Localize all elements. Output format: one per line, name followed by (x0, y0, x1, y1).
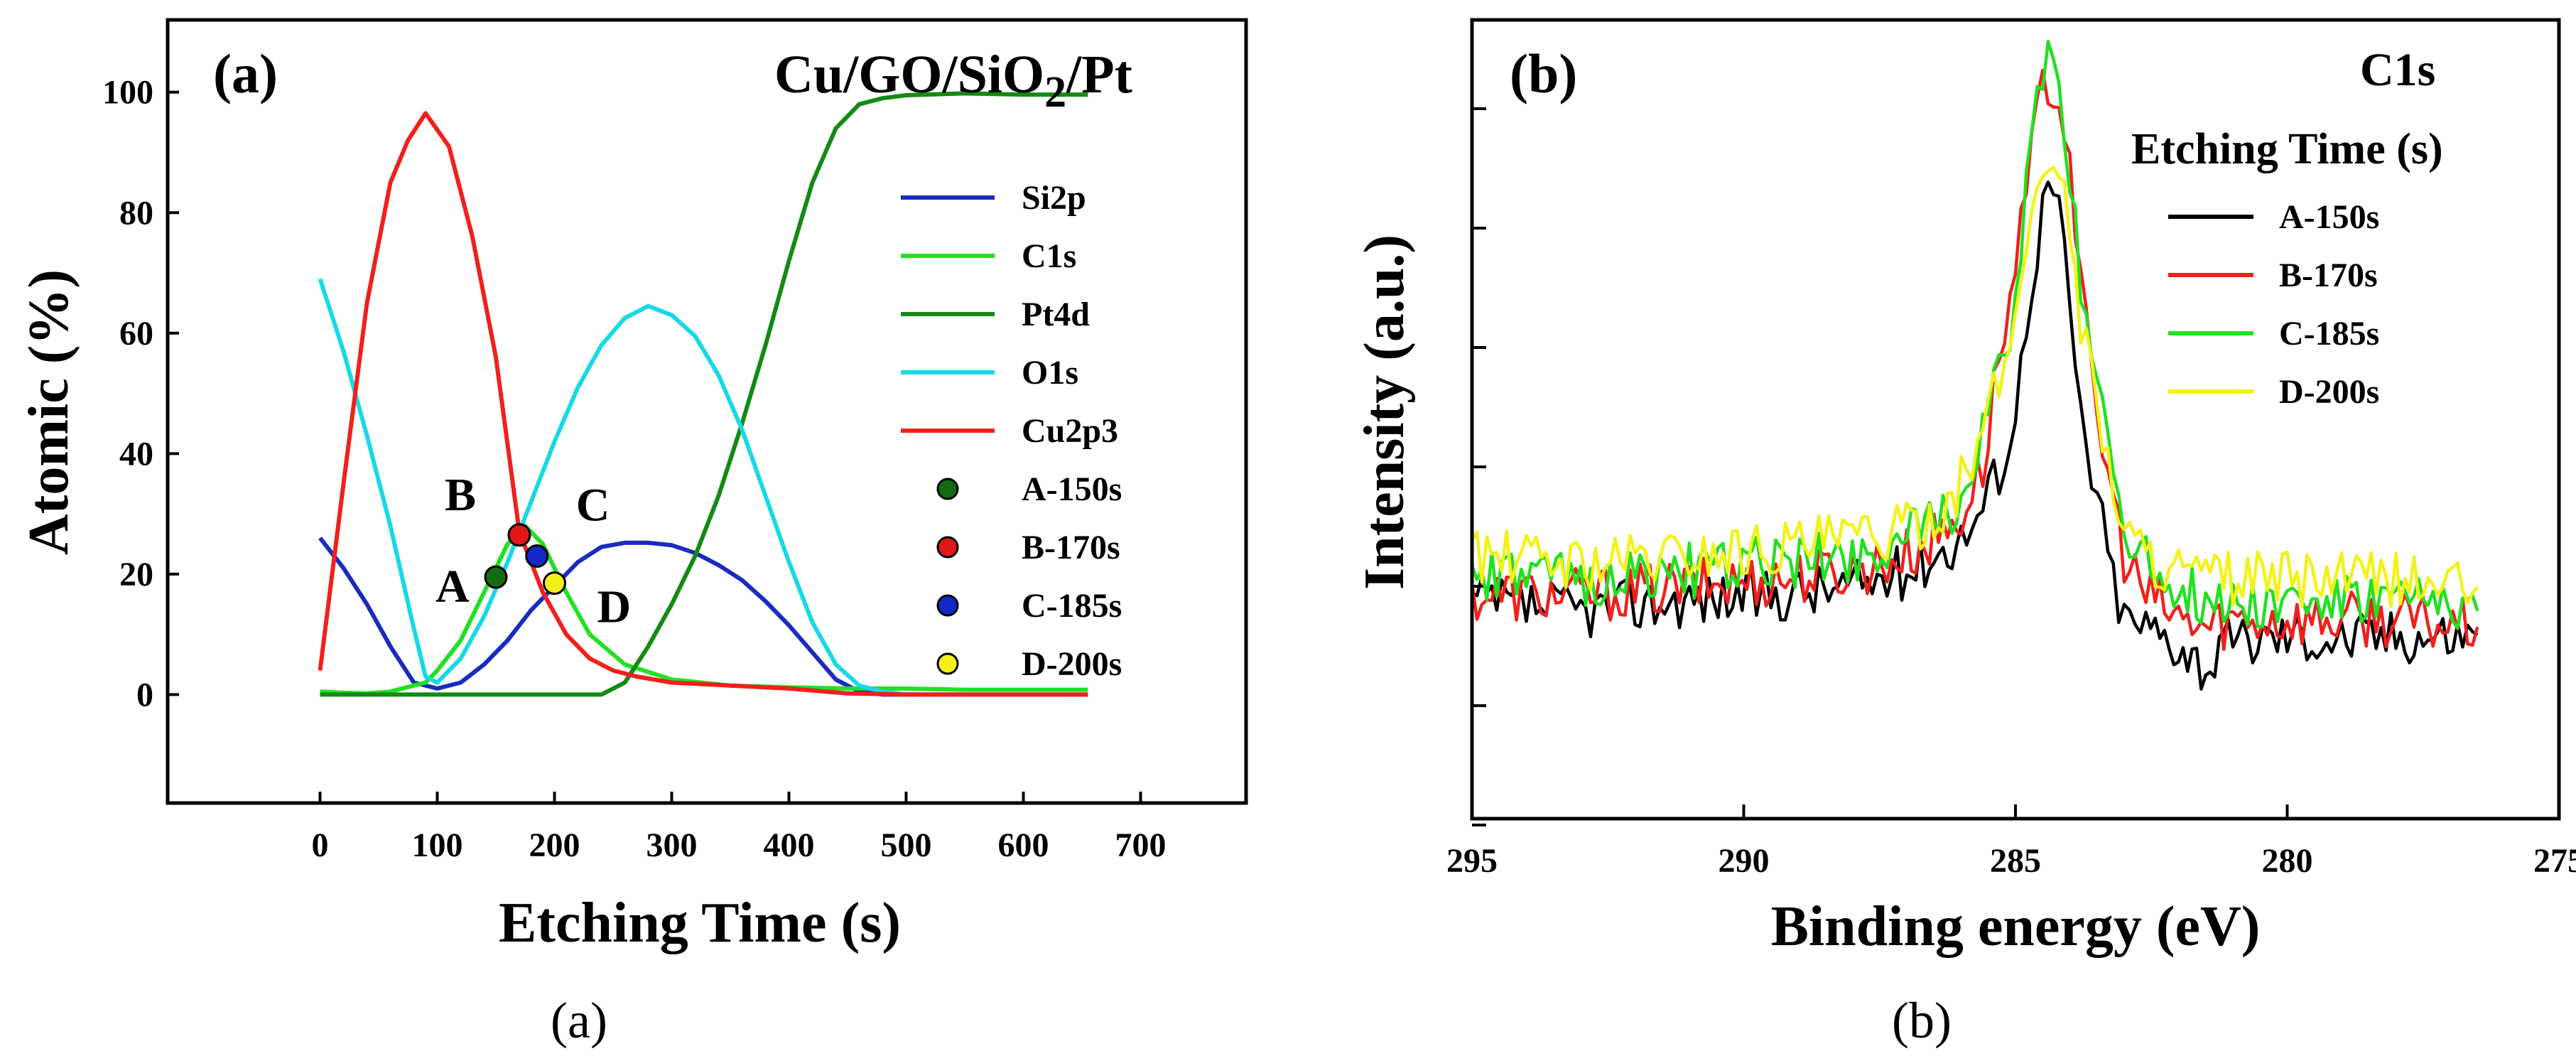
x-tick-label: 295 (1446, 842, 1498, 880)
caption-b: (b) (1892, 992, 1952, 1049)
legend-marker-d-200s (936, 652, 959, 675)
panel-a-y-axis-label: Atomic (%) (18, 269, 80, 555)
y-tick-label: 100 (102, 74, 153, 112)
x-tick-label: 200 (529, 826, 580, 864)
x-tick-label: 300 (646, 826, 698, 864)
marker-b-170s (507, 523, 531, 547)
marker-c-185s (525, 544, 549, 568)
panel-b-series (1470, 40, 2479, 691)
panel-a-series (318, 91, 1088, 697)
legend-marker-a-150s (936, 478, 959, 500)
legend-label-si2p: Si2p (1022, 179, 1086, 217)
panel-a-title: Cu/GO/SiO2/Pt (774, 45, 1132, 117)
y-tick-label: 60 (119, 315, 153, 352)
legend-label-pt4d: Pt4d (1022, 296, 1090, 333)
panel-b-legend: A-150s B-170s C-185s D-200s (2168, 198, 2379, 411)
y-tick-label: 0 (136, 676, 153, 713)
panel-b-label: (b) (1510, 43, 1577, 104)
marker-a-150s (484, 565, 508, 589)
y-tick-label: 40 (119, 435, 153, 473)
legend-label-o1s: O1s (1022, 354, 1078, 392)
legend-label-c-185s: C-185s (2279, 315, 2379, 352)
panel-b-frame (1470, 18, 2561, 821)
x-tick-label: 500 (881, 826, 932, 864)
y-tick-label: 20 (119, 556, 153, 593)
legend-label-c1s: C1s (1022, 237, 1076, 275)
x-tick-label: 280 (2262, 842, 2313, 880)
panel-b-x-axis-label: Binding energy (eV) (1771, 895, 2261, 958)
legend-label-a-150s: A-150s (2279, 198, 2379, 236)
x-tick-label: 600 (998, 826, 1049, 864)
panel-a-axes: 0 100 200 300 400 500 600 700 0 20 40 60 80 100 (102, 74, 1167, 864)
legend-label-a-150s: A-150s (1022, 470, 1122, 508)
x-tick-label: 0 (312, 826, 329, 864)
x-tick-label: 285 (1990, 842, 2041, 880)
point-label-a: A (435, 561, 470, 613)
marker-d-200s (543, 571, 566, 596)
legend-label-d-200s: D-200s (2279, 373, 2379, 411)
legend-label-c-185s: C-185s (1022, 587, 1122, 625)
panel-b-legend-title: Etching Time (s) (2131, 125, 2443, 173)
legend-label-d-200s: D-200s (1022, 645, 1122, 683)
series-line-a-150s (1471, 180, 2479, 691)
panel-b-axes: 295 290 285 280 275 (1446, 107, 2576, 880)
point-label-d: D (597, 581, 632, 633)
panel-a-x-axis-label: Etching Time (s) (499, 892, 901, 954)
x-tick-label: 275 (2533, 842, 2576, 880)
panel-a-label: (a) (213, 43, 278, 104)
panel-b-y-axis-label: Intensity (a.u.) (1353, 235, 1416, 590)
legend-marker-c-185s (936, 594, 959, 617)
point-label-b: B (445, 469, 476, 521)
x-tick-label: 700 (1115, 826, 1167, 864)
panel-a-legend: Si2p C1s Pt4d O1s Cu2p3 A-150s B-170s C-185s D-2… (901, 179, 1122, 683)
y-tick-label: 80 (119, 194, 153, 232)
legend-label-cu2p3: Cu2p3 (1022, 412, 1118, 450)
panel-b-title: C1s (2360, 44, 2435, 96)
series-line-cu2p3 (318, 111, 1088, 697)
series-line-c-185s (1470, 40, 2479, 630)
legend-marker-b-170s (936, 536, 959, 559)
caption-a: (a) (551, 992, 607, 1049)
legend-label-b-170s: B-170s (2279, 257, 2378, 294)
x-tick-label: 100 (412, 826, 463, 864)
x-tick-label: 400 (764, 826, 815, 864)
series-line-o1s (318, 278, 1088, 697)
legend-label-b-170s: B-170s (1022, 529, 1120, 566)
point-label-c: C (576, 479, 610, 531)
series-line-b-170s (1470, 68, 2479, 652)
series-line-pt4d (320, 91, 1088, 697)
series-line-d-200s (1471, 166, 2479, 608)
x-tick-label: 290 (1719, 842, 1770, 880)
panel-a-points: AB CD (435, 469, 631, 633)
panel-a-frame (166, 18, 1248, 805)
panel-b: 295 290 285 280 275 (b) C1s Etching Time (s)… (1353, 18, 2576, 1049)
